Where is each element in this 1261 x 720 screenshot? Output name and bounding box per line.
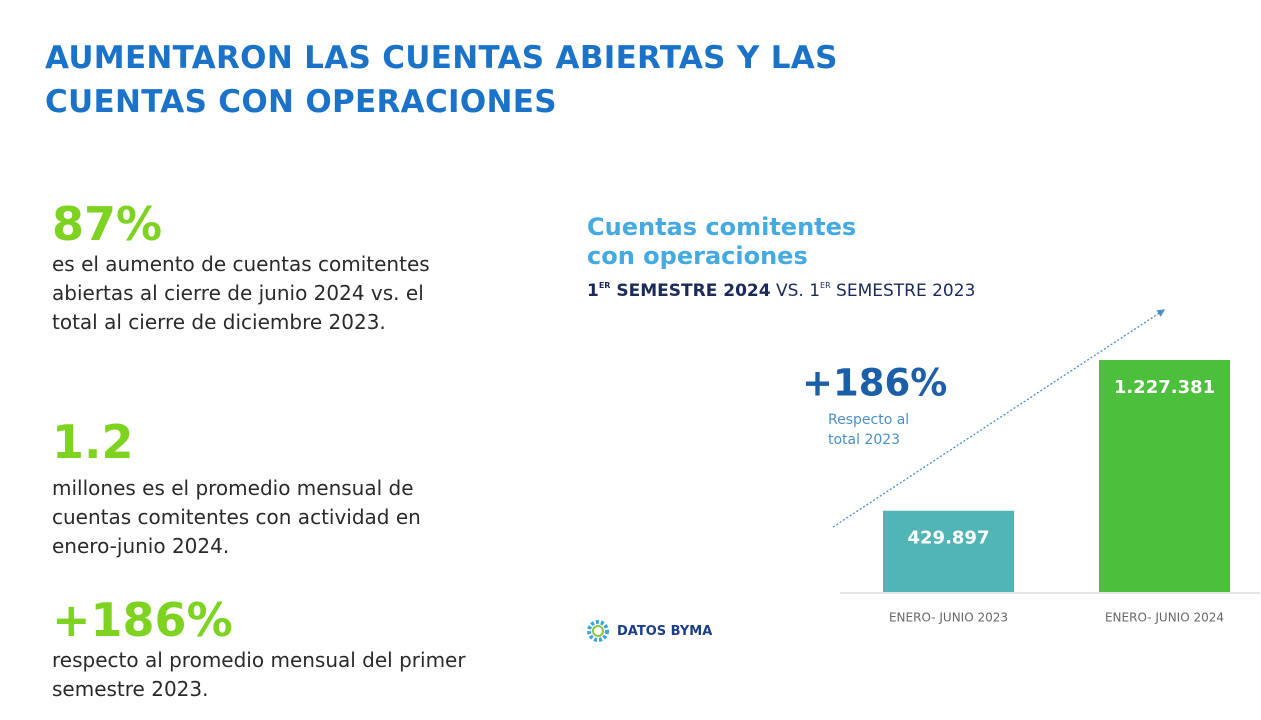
logo-icon [587, 620, 609, 642]
stat-text: respecto al promedio mensual del primer … [52, 648, 466, 701]
annotation-wrap: Respecto al total 2023 [828, 412, 910, 448]
category-label: ENERO- JUNIO 2023 [889, 611, 1008, 625]
bar [1099, 360, 1230, 592]
stat-value: +186% [52, 593, 233, 647]
bar [883, 510, 1014, 592]
subtitle-part: 1 [587, 281, 599, 301]
category-label: ENERO- JUNIO 2024 [1105, 611, 1224, 625]
trend-arrow [832, 309, 1166, 528]
slide-title: AUMENTARON LAS CUENTAS ABIERTAS Y LAS CU… [45, 40, 838, 120]
stat-value: 1.2 [52, 415, 134, 469]
subtitle-part: VS. 1 [770, 281, 821, 301]
subtitle-part: SEMESTRE 2023 [830, 281, 976, 301]
stat-text: millones es el promedio mensual de cuent… [52, 476, 421, 558]
subtitle-part: SEMESTRE 2024 [610, 281, 771, 301]
value-label: 1.227.381 [1114, 377, 1215, 398]
stat: 1.2 millones es el promedio mensual de c… [52, 416, 482, 561]
subtitle-part: ER [598, 281, 611, 290]
annotation-text: Respecto al total 2023 [828, 412, 910, 448]
annotation-value: +186% [802, 362, 947, 405]
value-label: 429.897 [908, 528, 990, 549]
stat: +186% respecto al promedio mensual del p… [52, 594, 482, 704]
chart-title: Cuentas comitentes con operaciones [587, 213, 857, 270]
logo: DATOS BYMA [585, 618, 712, 644]
chart-subtitle: 1ER SEMESTRE 2024 VS. 1ER SEMESTRE 2023 [587, 281, 975, 301]
logo-text: DATOS BYMA [617, 623, 713, 639]
stat-value: 87% [52, 197, 163, 251]
stat: 87% es el aumento de cuentas comitentes … [52, 198, 482, 337]
stat-text: es el aumento de cuentas comitentes abie… [52, 252, 430, 334]
subtitle-part: ER [820, 281, 831, 290]
